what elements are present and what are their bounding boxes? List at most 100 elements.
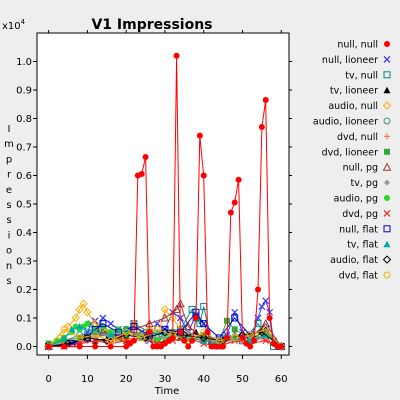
legend-label: audio, flat <box>330 255 378 266</box>
legend-label: null, flat <box>339 224 378 235</box>
data-point <box>169 334 176 341</box>
data-point <box>63 339 73 348</box>
data-point <box>107 331 115 339</box>
legend-item: audio, pg <box>334 194 390 205</box>
legend-item: dvd, flat <box>339 271 391 282</box>
y-multiplier-exponent: 4 <box>21 18 26 26</box>
data-point <box>173 52 180 59</box>
data-point <box>107 320 115 328</box>
legend-label: dvd, pg <box>342 209 378 220</box>
series-layer <box>44 52 286 351</box>
data-point <box>76 323 84 330</box>
legend-item: audio, null <box>328 101 392 112</box>
data-point <box>262 337 270 345</box>
legend-marker <box>384 195 390 201</box>
data-point <box>114 328 122 336</box>
data-point <box>258 303 266 310</box>
legend-marker <box>384 41 390 47</box>
y-axis-label-letter: m <box>4 139 14 150</box>
data-point <box>185 343 192 350</box>
data-point <box>257 327 267 337</box>
y-axis-label-letter: s <box>6 215 11 226</box>
legend-marker <box>383 225 391 233</box>
data-point <box>160 313 170 322</box>
y-tick-label: 0.9 <box>16 85 32 96</box>
legend-item: tv, flat <box>347 240 391 251</box>
data-point <box>231 199 238 206</box>
legend-marker <box>382 162 392 171</box>
data-point <box>130 337 137 344</box>
data-point <box>76 334 84 342</box>
data-point <box>61 343 68 350</box>
y-axis-label-letter: r <box>7 170 12 181</box>
legend-marker <box>383 240 391 248</box>
data-point <box>204 329 211 336</box>
y-tick-label: 0.1 <box>16 313 32 324</box>
data-point <box>200 320 208 328</box>
data-point <box>71 313 80 323</box>
y-axis-label-letter: o <box>6 246 12 257</box>
data-point <box>138 334 146 342</box>
legend-marker <box>383 55 391 63</box>
plot-clip <box>44 52 286 351</box>
axis-layer: 0 10 20 30 40 50 60 0.0 0.1 0.2 0.3 0.4 0.5 0.6 0.7 0.8… <box>16 30 292 385</box>
legend-marker <box>384 148 390 155</box>
series-null-null <box>45 52 285 350</box>
legend-marker <box>384 179 390 186</box>
legend-marker <box>383 86 391 94</box>
data-point <box>181 337 188 344</box>
data-point <box>92 343 99 350</box>
data-point <box>231 308 239 316</box>
data-point <box>189 337 196 344</box>
data-point <box>107 343 114 350</box>
y-tick-label: 0.2 <box>16 285 32 296</box>
legend-item: null, null <box>337 40 390 51</box>
data-point <box>68 325 76 333</box>
data-point <box>75 305 84 314</box>
data-point <box>200 337 208 344</box>
data-point <box>177 329 184 336</box>
legend-label: null, lioneer <box>322 55 378 66</box>
x-tick-label: 40 <box>197 374 210 385</box>
legend-item: dvd, lioneer <box>322 147 390 158</box>
data-point <box>278 343 285 350</box>
y-axis-label-letter: i <box>8 230 11 241</box>
x-tick-label: 20 <box>120 374 133 385</box>
legend-item: tv, lioneer <box>330 86 391 97</box>
legend-item: dvd, pg <box>342 209 391 220</box>
data-point <box>196 132 203 139</box>
y-axis-label-letter: s <box>6 276 11 287</box>
legend-item: null, pg <box>343 162 392 174</box>
y-tick-label: 0.0 <box>16 342 32 353</box>
legend-label: dvd, null <box>337 132 378 143</box>
data-point <box>63 322 73 331</box>
data-point <box>246 331 254 339</box>
legend-marker <box>383 271 391 279</box>
chart-title: V1 Impressions <box>91 17 212 33</box>
legend-label: audio, pg <box>334 194 378 205</box>
legend-marker <box>382 101 392 110</box>
data-point <box>99 320 107 328</box>
data-point <box>160 305 170 314</box>
data-point <box>83 308 92 317</box>
data-point <box>102 336 111 345</box>
data-point <box>254 286 261 293</box>
data-point <box>122 328 130 336</box>
data-point <box>45 343 52 350</box>
y-tick-label: 0.3 <box>16 256 32 267</box>
data-point <box>262 325 270 333</box>
x-tick-label: 10 <box>81 374 94 385</box>
legend-item: tv, null <box>345 70 391 81</box>
legend-label: null, null <box>337 40 378 51</box>
legend-marker <box>384 133 390 140</box>
data-point <box>200 172 207 179</box>
data-point <box>239 334 246 341</box>
x-tick-label: 30 <box>159 374 172 385</box>
y-tick-label: 0.5 <box>16 199 32 210</box>
data-point <box>262 96 269 103</box>
legend-label: dvd, flat <box>339 271 379 282</box>
y-tick-label: 1.0 <box>16 57 32 68</box>
data-point <box>153 325 161 333</box>
